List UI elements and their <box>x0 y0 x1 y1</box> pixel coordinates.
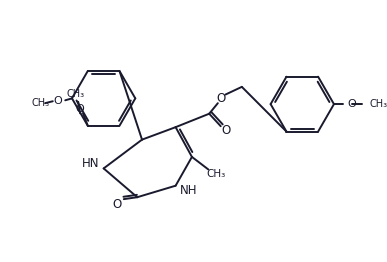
Text: CH₃: CH₃ <box>370 99 387 109</box>
Text: O: O <box>53 96 62 106</box>
Text: CH₃: CH₃ <box>31 98 50 108</box>
Text: O: O <box>113 198 122 211</box>
Text: NH: NH <box>180 184 198 197</box>
Text: CH₃: CH₃ <box>206 169 226 179</box>
Text: CH₃: CH₃ <box>66 89 84 99</box>
Text: O: O <box>348 99 356 109</box>
Text: O: O <box>76 103 84 113</box>
Text: O: O <box>221 124 230 138</box>
Text: HN: HN <box>81 157 99 170</box>
Text: O: O <box>216 92 225 105</box>
